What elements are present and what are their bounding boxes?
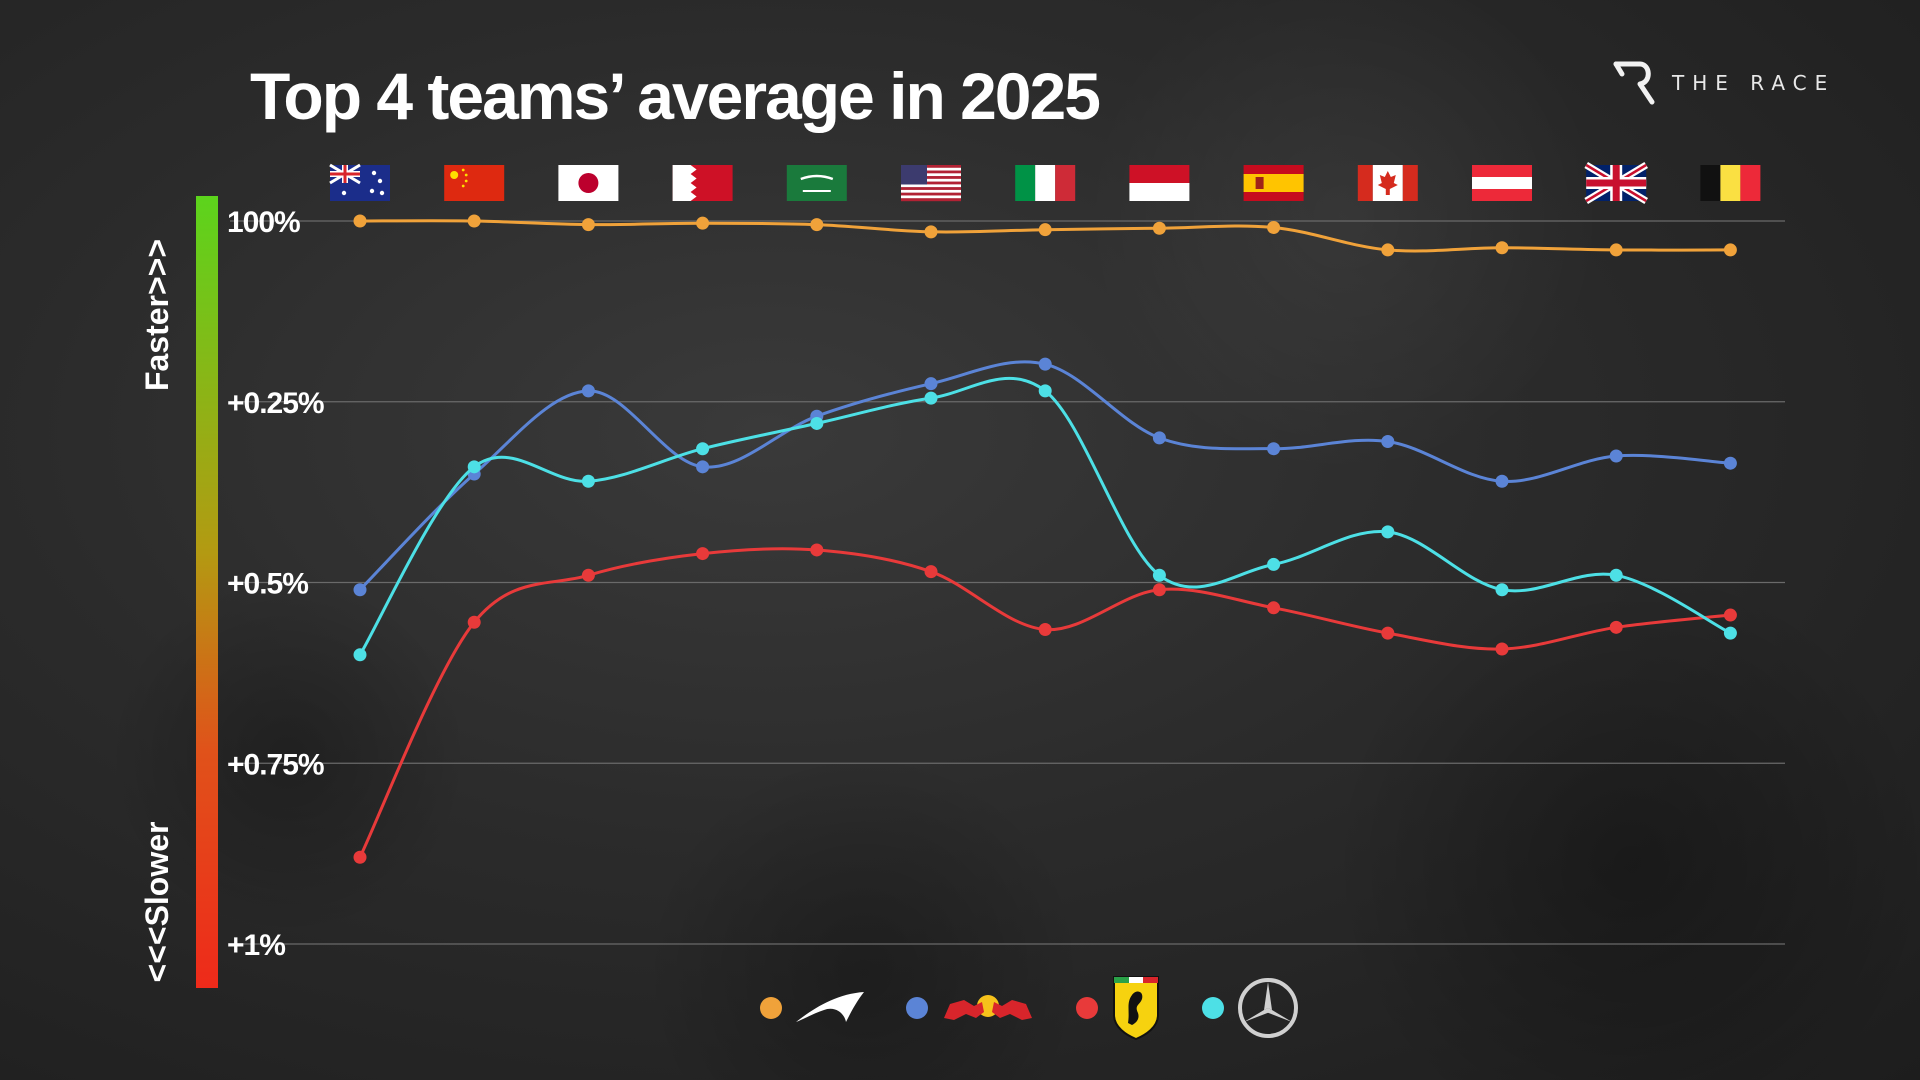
- data-point-ferrari: [581, 568, 595, 582]
- australia-flag-icon: [329, 163, 390, 201]
- japan-flag-icon: [558, 165, 619, 201]
- data-point-mclaren: [696, 216, 710, 230]
- data-point-mercedes: [1267, 557, 1281, 571]
- data-point-ferrari: [1723, 608, 1737, 622]
- data-point-redbull: [581, 384, 595, 398]
- data-point-mclaren: [1723, 243, 1737, 257]
- canada-flag-icon: [1357, 165, 1418, 201]
- data-point-mercedes: [1038, 384, 1052, 398]
- data-point-mercedes: [924, 391, 938, 405]
- data-point-redbull: [353, 583, 367, 597]
- data-point-mclaren: [1381, 243, 1395, 257]
- speed-scale-bar: [196, 196, 218, 988]
- data-point-mclaren: [1495, 241, 1509, 255]
- data-point-mclaren: [1267, 221, 1281, 235]
- data-point-mercedes: [696, 442, 710, 456]
- mclaren-logo-icon: [796, 992, 864, 1022]
- y-tick-label: +0.25%: [227, 387, 324, 420]
- data-point-redbull: [1609, 449, 1623, 463]
- data-point-mercedes: [810, 416, 824, 430]
- legend-dot-ferrari: [1076, 997, 1098, 1019]
- data-point-redbull: [1495, 474, 1509, 488]
- redbull-logo-icon: [944, 995, 1032, 1020]
- legend-item-ferrari: [1076, 975, 1162, 1041]
- data-point-mclaren: [467, 214, 481, 228]
- data-point-redbull: [1038, 357, 1052, 371]
- data-point-redbull: [1152, 431, 1166, 445]
- brand-logo: THE RACE: [1612, 58, 1835, 108]
- legend-dot-mclaren: [760, 997, 782, 1019]
- data-point-ferrari: [924, 565, 938, 579]
- bahrain-flag-icon: [672, 165, 733, 201]
- belgium-flag-icon: [1700, 165, 1761, 201]
- ferrari-logo-icon: [1113, 976, 1159, 1041]
- data-point-mclaren: [1152, 221, 1166, 235]
- legend-dot-redbull: [906, 997, 928, 1019]
- data-point-mercedes: [353, 648, 367, 662]
- data-point-redbull: [1267, 442, 1281, 456]
- uk-flag-icon: [1584, 161, 1649, 205]
- data-point-ferrari: [810, 543, 824, 557]
- china-flag-icon: [444, 165, 505, 201]
- y-tick-label: +1%: [227, 929, 285, 962]
- chart-legend: [760, 975, 1340, 1041]
- spain-flag-icon: [1243, 165, 1304, 201]
- data-point-mercedes: [1609, 568, 1623, 582]
- data-point-ferrari: [1152, 583, 1166, 597]
- data-point-redbull: [1723, 456, 1737, 470]
- data-point-redbull: [924, 377, 938, 391]
- faster-label: Faster>>>: [139, 239, 175, 391]
- data-point-ferrari: [1267, 601, 1281, 615]
- monaco-flag-icon: [1129, 165, 1190, 201]
- data-point-redbull: [696, 460, 710, 474]
- legend-item-redbull: [906, 988, 1036, 1028]
- legend-dot-mercedes: [1202, 997, 1224, 1019]
- chart-title: Top 4 teams’ average in 2025: [250, 59, 1101, 133]
- y-tick-label: +0.5%: [227, 568, 308, 601]
- data-point-ferrari: [1038, 622, 1052, 636]
- data-point-mercedes: [1152, 568, 1166, 582]
- data-point-ferrari: [1609, 620, 1623, 634]
- data-point-mclaren: [1038, 223, 1052, 237]
- data-point-ferrari: [467, 615, 481, 629]
- the-race-logo-icon: [1613, 61, 1655, 105]
- data-point-mercedes: [467, 460, 481, 474]
- data-point-mclaren: [1609, 243, 1623, 257]
- series-line-ferrari: [358, 547, 1731, 858]
- data-point-mclaren: [581, 218, 595, 232]
- mercedes-logo-icon: [1238, 978, 1298, 1038]
- usa-flag-icon: [901, 165, 961, 202]
- y-tick-label: 100%: [227, 206, 300, 239]
- data-point-ferrari: [696, 547, 710, 561]
- data-point-mercedes: [1381, 525, 1395, 539]
- legend-item-mercedes: [1202, 976, 1300, 1040]
- data-point-ferrari: [1381, 626, 1395, 640]
- data-point-mercedes: [1723, 626, 1737, 640]
- data-point-mclaren: [924, 225, 938, 239]
- data-point-mercedes: [581, 474, 595, 488]
- saudi-arabia-flag-icon: [786, 165, 847, 201]
- legend-item-mclaren: [760, 988, 866, 1028]
- y-tick-label: +0.75%: [227, 748, 324, 781]
- data-point-ferrari: [1495, 642, 1509, 656]
- series-line-mercedes: [358, 376, 1732, 656]
- data-point-redbull: [1381, 435, 1395, 449]
- austria-flag-icon: [1472, 165, 1532, 201]
- slower-label: <<<Slower: [139, 822, 175, 983]
- data-point-mclaren: [353, 214, 367, 228]
- brand-name: THE RACE: [1672, 71, 1836, 95]
- data-point-ferrari: [353, 850, 367, 864]
- data-point-mercedes: [1495, 583, 1509, 597]
- italy-flag-icon: [1015, 165, 1076, 201]
- data-point-mclaren: [810, 218, 824, 232]
